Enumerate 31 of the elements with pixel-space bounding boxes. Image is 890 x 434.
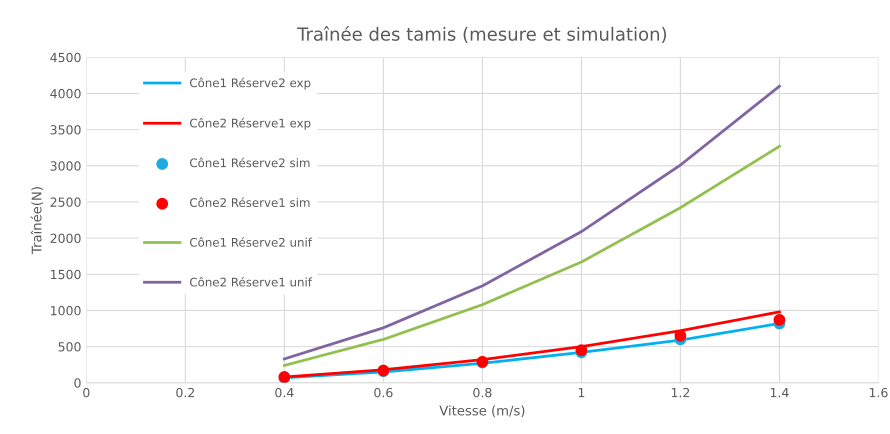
legend-label: Cône1 Réserve2 unif (190, 237, 312, 247)
y-tick-label: 4500 (50, 52, 81, 62)
legend-label: Cône1 Réserve2 exp (190, 78, 310, 90)
x-tick-label: 0.6 (374, 388, 393, 398)
y-tick-label: 3000 (50, 161, 81, 171)
y-tick-label: 4000 (50, 88, 81, 98)
y-tick-label: 0 (74, 378, 81, 388)
y-tick-label: 2500 (50, 197, 81, 207)
point (674, 330, 686, 342)
x-tick-label: 1.4 (770, 388, 789, 398)
y-tick-label: 1500 (51, 270, 81, 280)
x-tick-label: 0 (83, 388, 90, 398)
y-tick-label: 500 (58, 342, 81, 352)
legend-label: Cône2 Réserve1 exp (190, 118, 310, 130)
y-tick-label: 3500 (50, 125, 81, 135)
x-tick-label: 1.6 (870, 388, 888, 398)
x-tick-label: 0.4 (275, 388, 294, 398)
x-tick-label: 0.2 (176, 388, 194, 398)
x-tick-label: 1 (578, 388, 584, 398)
point (774, 314, 786, 326)
y-tick-label: 1000 (51, 306, 81, 316)
y-tick-label: 2000 (50, 234, 81, 244)
y-axis-title: Traînée(N) (30, 187, 44, 254)
legend-label: Cône2 Réserve1 unif (190, 276, 312, 287)
point (576, 344, 588, 356)
legend-label: Cône2 Réserve1 sim (190, 197, 310, 208)
x-tick-label: 0.8 (473, 388, 492, 398)
chart-title: Traînée des tamis (mesure et simulation) (297, 26, 666, 43)
x-tick-label: 1.2 (672, 388, 690, 398)
x-axis-title: Vitesse (m/s) (439, 405, 524, 418)
legend-label: Cône1 Réserve2 sim (190, 158, 310, 168)
